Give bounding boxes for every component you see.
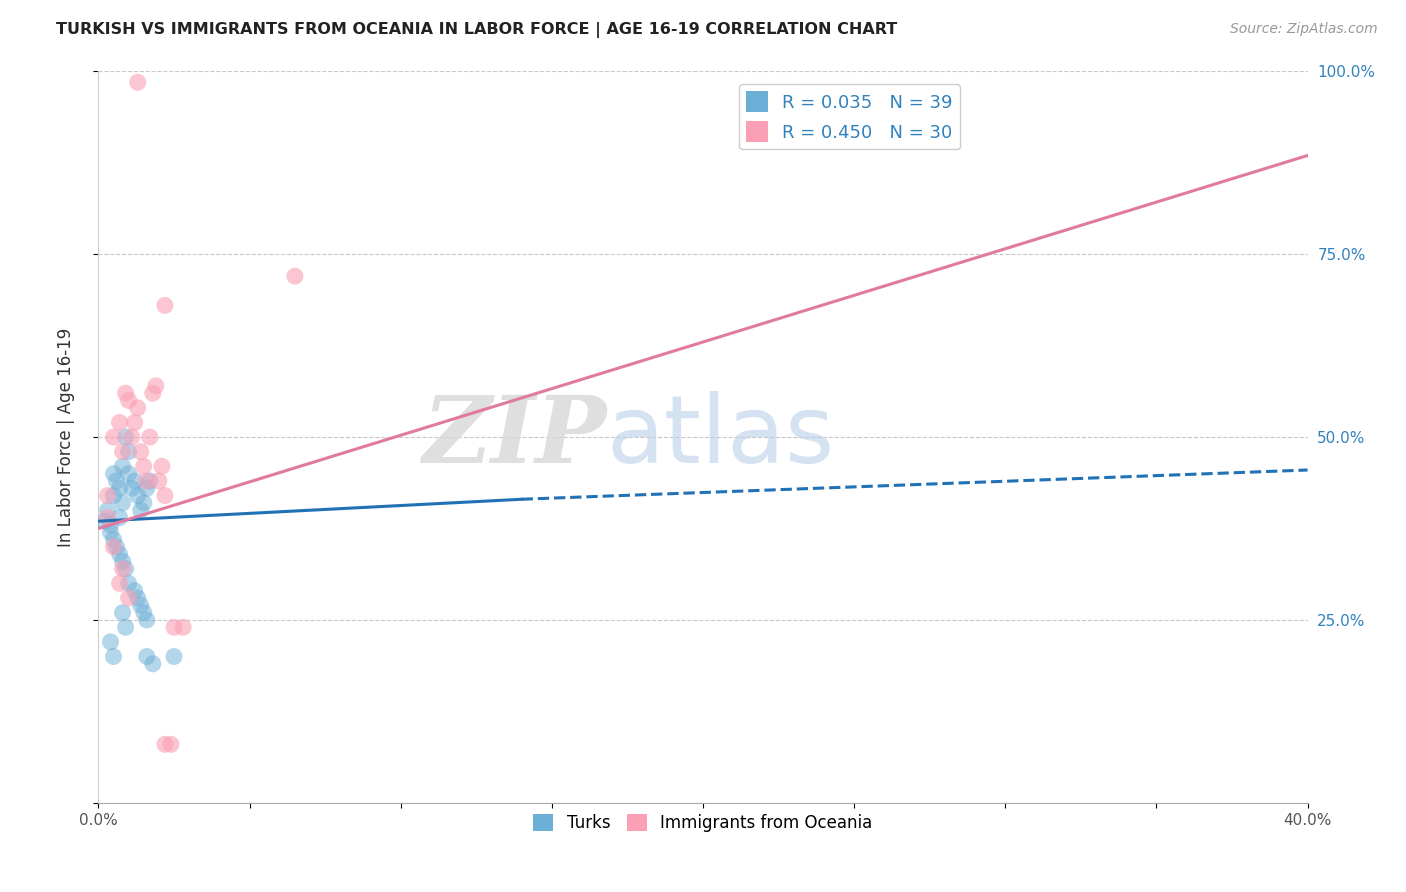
Point xyxy=(111,496,134,510)
Point xyxy=(132,606,155,620)
Point xyxy=(163,620,186,634)
Point xyxy=(132,459,155,474)
Point xyxy=(114,430,136,444)
Point xyxy=(129,503,152,517)
Point xyxy=(127,489,149,503)
Point xyxy=(103,489,125,503)
Point xyxy=(114,386,136,401)
Point xyxy=(111,554,134,568)
Point xyxy=(127,401,149,415)
Point xyxy=(124,583,146,598)
Point xyxy=(111,606,134,620)
Point xyxy=(150,459,173,474)
Point xyxy=(129,444,152,458)
Point xyxy=(105,540,128,554)
Point xyxy=(135,474,157,488)
Legend: Turks, Immigrants from Oceania: Turks, Immigrants from Oceania xyxy=(527,807,879,838)
Point xyxy=(114,562,136,576)
Point xyxy=(124,474,146,488)
Point xyxy=(132,496,155,510)
Point xyxy=(103,467,125,481)
Point xyxy=(153,489,176,503)
Point xyxy=(103,533,125,547)
Point xyxy=(139,430,162,444)
Text: TURKISH VS IMMIGRANTS FROM OCEANIA IN LABOR FORCE | AGE 16-19 CORRELATION CHART: TURKISH VS IMMIGRANTS FROM OCEANIA IN LA… xyxy=(56,22,897,38)
Point xyxy=(103,649,125,664)
Point xyxy=(108,547,131,561)
Point xyxy=(284,269,307,284)
Point xyxy=(172,620,194,634)
Point xyxy=(135,649,157,664)
Point xyxy=(142,386,165,401)
Point xyxy=(100,635,122,649)
Point xyxy=(142,657,165,671)
Point xyxy=(153,737,176,751)
Point xyxy=(127,591,149,605)
Point xyxy=(108,481,131,495)
Point xyxy=(114,620,136,634)
Point xyxy=(145,379,167,393)
Point xyxy=(108,510,131,524)
Point xyxy=(148,474,170,488)
Point xyxy=(100,525,122,540)
Point xyxy=(96,503,118,517)
Point xyxy=(93,514,115,528)
Point xyxy=(129,599,152,613)
Point xyxy=(163,649,186,664)
Point xyxy=(135,613,157,627)
Point xyxy=(111,562,134,576)
Text: ZIP: ZIP xyxy=(422,392,606,482)
Text: atlas: atlas xyxy=(606,391,835,483)
Point xyxy=(100,517,122,532)
Point xyxy=(108,576,131,591)
Point xyxy=(96,510,118,524)
Point xyxy=(124,416,146,430)
Point xyxy=(118,576,141,591)
Point xyxy=(127,75,149,89)
Text: Source: ZipAtlas.com: Source: ZipAtlas.com xyxy=(1230,22,1378,37)
Point xyxy=(118,591,141,605)
Point xyxy=(103,430,125,444)
Point xyxy=(96,489,118,503)
Point xyxy=(121,481,143,495)
Point xyxy=(105,474,128,488)
Point xyxy=(118,393,141,408)
Point xyxy=(111,459,134,474)
Point xyxy=(135,481,157,495)
Point xyxy=(118,467,141,481)
Point xyxy=(139,474,162,488)
Point xyxy=(153,298,176,312)
Point xyxy=(108,416,131,430)
Point xyxy=(160,737,183,751)
Point xyxy=(118,444,141,458)
Point xyxy=(121,430,143,444)
Y-axis label: In Labor Force | Age 16-19: In Labor Force | Age 16-19 xyxy=(56,327,75,547)
Point xyxy=(103,540,125,554)
Point xyxy=(111,444,134,458)
